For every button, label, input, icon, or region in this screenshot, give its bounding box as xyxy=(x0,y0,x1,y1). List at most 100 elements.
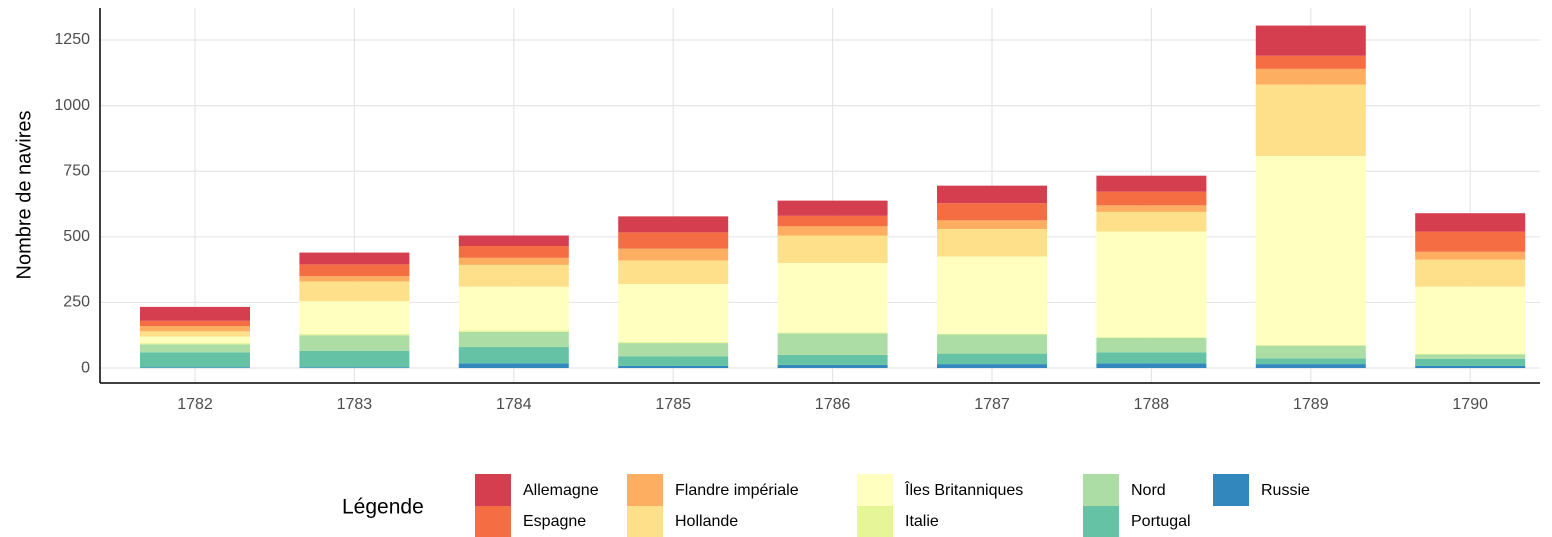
bar-segment xyxy=(777,364,888,369)
bar-segment xyxy=(140,344,250,353)
bar-segment xyxy=(1415,365,1526,369)
bar-segment xyxy=(299,350,410,368)
legend-label: Allemagne xyxy=(523,482,599,499)
bar-segment xyxy=(299,367,410,369)
legend-key xyxy=(857,506,893,537)
y-tick-label: 750 xyxy=(63,162,90,179)
legend-key xyxy=(627,506,663,537)
bar-segment xyxy=(299,252,410,265)
bar-segment xyxy=(1096,363,1207,369)
bar-segment xyxy=(458,286,569,331)
bar-segment xyxy=(937,334,1047,354)
bar-segment xyxy=(140,343,250,345)
bar-segment xyxy=(299,264,410,277)
bar-segment xyxy=(777,235,888,264)
bar-segment xyxy=(1415,231,1526,252)
legend-label: Nord xyxy=(1131,482,1166,499)
bar-segment xyxy=(458,331,569,348)
bar-segment xyxy=(937,364,1047,369)
bar-segment xyxy=(140,306,250,321)
bar-segment xyxy=(777,200,888,216)
bar-segment xyxy=(1096,205,1207,212)
bar-segment xyxy=(777,226,888,236)
bar-segment xyxy=(458,363,569,369)
legend-label: Îles Britanniques xyxy=(904,480,1023,499)
bar-segment xyxy=(1255,345,1366,359)
bar-segment xyxy=(299,281,410,302)
legend-label: Espagne xyxy=(523,513,586,530)
bar-segment xyxy=(140,352,250,368)
x-tick-label: 1785 xyxy=(655,396,691,413)
bar-segment xyxy=(458,257,569,265)
x-tick-label: 1784 xyxy=(496,396,532,413)
bar-segment xyxy=(1096,231,1207,338)
bar-segment xyxy=(458,347,569,364)
y-tick-label: 0 xyxy=(81,359,90,376)
bar-segment xyxy=(1255,364,1366,369)
bar-segment xyxy=(1096,337,1207,338)
x-tick-label: 1782 xyxy=(177,396,213,413)
bar-segment xyxy=(458,235,569,247)
bar-segment xyxy=(1255,156,1366,345)
bar-segment xyxy=(937,228,1047,257)
bar-segment xyxy=(937,185,1047,204)
bar-segment xyxy=(618,232,729,249)
bar-segment xyxy=(937,333,1047,335)
bar-segment xyxy=(1415,251,1526,260)
legend-key xyxy=(627,474,663,506)
y-tick-label: 500 xyxy=(63,228,90,245)
bar-segment xyxy=(458,330,569,332)
y-tick-label: 1250 xyxy=(54,31,90,48)
legend-key xyxy=(475,506,511,537)
bar-segment xyxy=(618,216,729,233)
y-tick-label: 250 xyxy=(63,294,90,311)
bar-segment xyxy=(1415,358,1526,366)
legend-key xyxy=(1213,474,1249,506)
legend-label: Portugal xyxy=(1131,513,1191,530)
bar-segment xyxy=(299,335,410,351)
legend-key xyxy=(475,474,511,506)
bar-segment xyxy=(777,332,888,334)
bar-segment xyxy=(618,365,729,369)
y-axis-label: Nombre de navires xyxy=(13,111,35,280)
bar-segment xyxy=(937,203,1047,221)
x-tick-label: 1787 xyxy=(974,396,1010,413)
bar-segment xyxy=(1255,25,1366,56)
bar-segment xyxy=(777,354,888,365)
bar-segment xyxy=(618,248,729,261)
bar-segment xyxy=(777,333,888,355)
bar-segment xyxy=(299,301,410,334)
bar-segment xyxy=(1255,68,1366,85)
x-tick-label: 1783 xyxy=(337,396,373,413)
legend-title: Légende xyxy=(342,496,424,519)
bar-segment xyxy=(1415,213,1526,232)
bar-segment xyxy=(1415,353,1526,355)
bar-segment xyxy=(299,333,410,336)
bar-segment xyxy=(140,320,250,327)
bar-segment xyxy=(458,246,569,258)
bar-segment xyxy=(777,215,888,227)
legend-key xyxy=(1083,506,1119,537)
bar-segment xyxy=(1255,84,1366,157)
legend-label: Italie xyxy=(905,513,939,530)
bar-segment xyxy=(618,356,729,366)
bar-segment xyxy=(618,341,729,344)
bar-segment xyxy=(1096,191,1207,206)
x-tick-label: 1790 xyxy=(1452,396,1488,413)
bar-segment xyxy=(618,260,729,285)
bar-segment xyxy=(299,276,410,282)
x-tick-label: 1788 xyxy=(1134,396,1170,413)
bar-segment xyxy=(777,263,888,333)
bar-segment xyxy=(458,264,569,287)
legend-key xyxy=(1083,474,1119,506)
legend-label: Flandre impériale xyxy=(675,482,799,499)
bar-segment xyxy=(140,326,250,332)
legend-label: Hollande xyxy=(675,513,738,530)
bar-segment xyxy=(1415,259,1526,287)
bar-segment xyxy=(140,367,250,369)
bar-segment xyxy=(937,256,1047,334)
bar-segment xyxy=(1096,211,1207,232)
bar-segment xyxy=(937,353,1047,365)
bar-segment xyxy=(140,336,250,344)
